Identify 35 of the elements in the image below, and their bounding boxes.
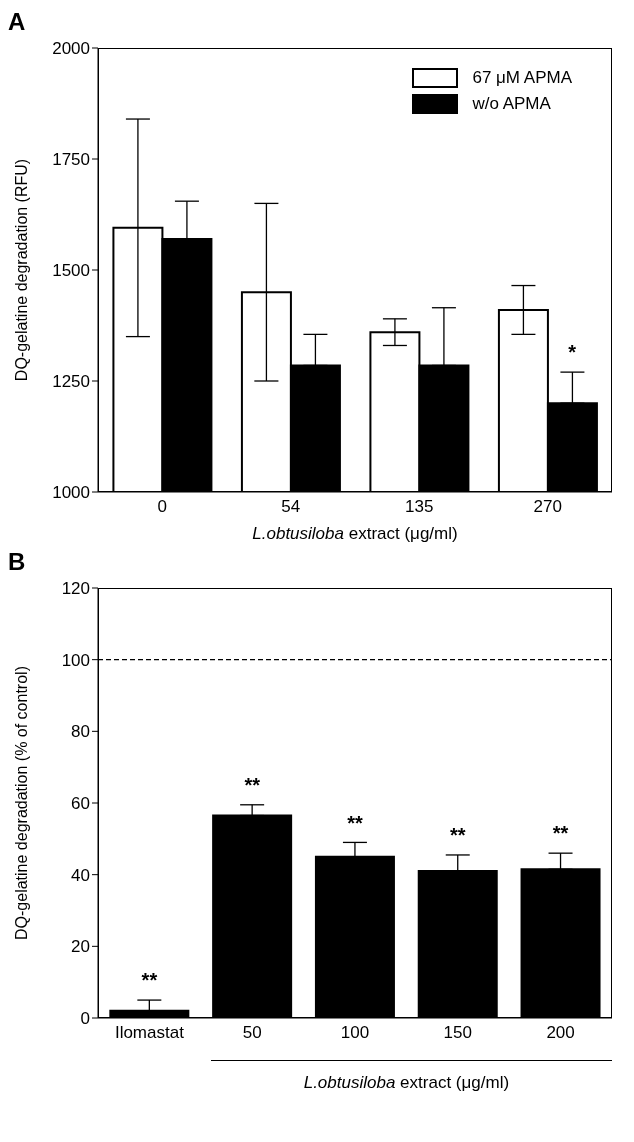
annotation: ** xyxy=(141,969,158,992)
chart-title: B xyxy=(8,548,26,576)
x-tick-label: 100 xyxy=(340,1023,370,1043)
x-tick-label: 135 xyxy=(405,497,434,517)
y-tick-label: 1500 xyxy=(52,261,90,281)
x-tick-label: 54 xyxy=(281,497,301,517)
y-tick-label: 1000 xyxy=(52,483,90,503)
y-axis-title: DQ-gelatine degradation (RFU) xyxy=(12,158,30,382)
y-tick-label: 120 xyxy=(61,579,90,599)
x-tick-label: 0 xyxy=(157,497,167,517)
y-tick-label: 100 xyxy=(61,650,90,670)
annotation: ** xyxy=(244,774,261,797)
y-tick-label: 0 xyxy=(80,1009,90,1029)
annotation: * xyxy=(568,341,577,364)
annotation: ** xyxy=(450,824,466,847)
x-tick-label: 50 xyxy=(242,1023,262,1043)
x-axis-title: L.obtusiloba extract (μg/ml) xyxy=(303,1073,510,1092)
y-tick-label: 2000 xyxy=(52,39,90,59)
x-tick-label: 200 xyxy=(546,1023,575,1043)
x-tick-label: 150 xyxy=(443,1023,472,1043)
y-tick-label: 60 xyxy=(71,794,90,814)
chart-title: A xyxy=(8,8,26,36)
annotation: ** xyxy=(347,811,363,834)
y-axis-title: DQ-gelatine degradation (% of control) xyxy=(12,666,30,940)
y-tick-label: 80 xyxy=(71,722,90,742)
y-tick-label: 1250 xyxy=(52,372,90,392)
legend-label: 67 μM APMA xyxy=(472,68,572,88)
y-tick-label: 20 xyxy=(71,937,90,957)
legend-label: w/o APMA xyxy=(472,94,551,114)
x-tick-label: 270 xyxy=(533,497,562,517)
y-tick-label: 1750 xyxy=(52,150,90,170)
x-axis-title: L.obtusiloba extract (μg/ml) xyxy=(252,524,458,543)
y-tick-label: 40 xyxy=(71,865,90,885)
x-tick-label: Ilomastat xyxy=(114,1023,185,1043)
annotation: ** xyxy=(552,822,569,845)
